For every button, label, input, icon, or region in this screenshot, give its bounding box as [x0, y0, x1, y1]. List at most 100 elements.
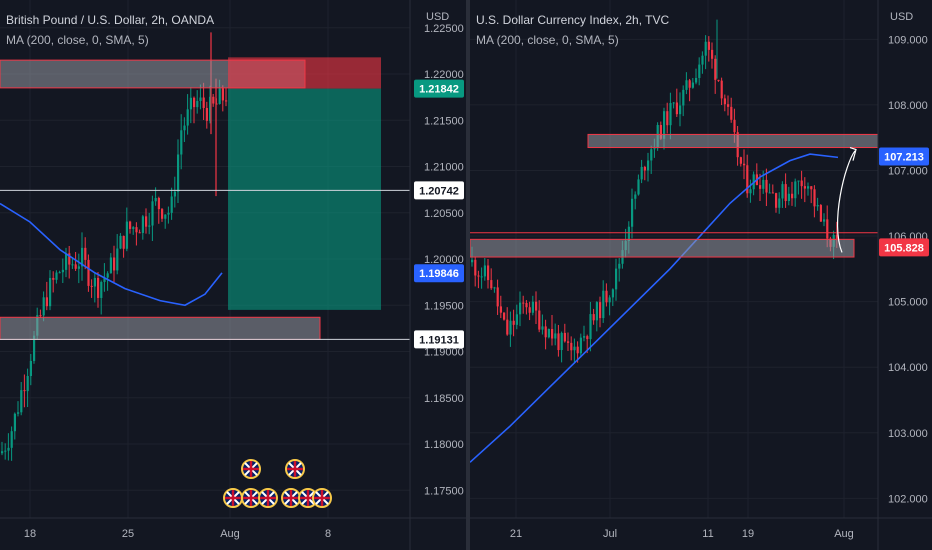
candle-body: [20, 390, 23, 413]
candle-body: [199, 97, 202, 101]
candle-body: [791, 193, 794, 199]
candle-body: [759, 185, 762, 189]
y-tick-label: 109.000: [888, 34, 928, 46]
candle-body: [813, 189, 816, 207]
candle-body: [768, 192, 771, 194]
candle-body: [589, 314, 592, 340]
x-tick-label: 19: [742, 528, 754, 540]
candle-body: [10, 431, 13, 448]
candle-body: [4, 450, 7, 452]
candle-body: [212, 96, 215, 104]
candle-body: [551, 328, 554, 339]
candle-body: [525, 303, 528, 308]
candle-body: [560, 332, 563, 351]
candle-body: [544, 326, 547, 338]
candle-body: [52, 277, 55, 280]
dxy-chart-svg[interactable]: USD109.000108.000107.000106.000105.00010…: [470, 0, 932, 550]
candle-body: [45, 297, 48, 307]
candle-body: [125, 221, 128, 249]
candle-body: [531, 301, 534, 313]
price-badge-label: 1.20742: [419, 185, 459, 197]
candle-body: [13, 413, 16, 432]
candle-body: [771, 192, 774, 194]
gbpusd-title[interactable]: British Pound / U.S. Dollar, 2h, OANDA: [6, 13, 215, 27]
take-profit-area: [228, 88, 381, 310]
candle-body: [68, 253, 71, 265]
candle-body: [627, 226, 630, 241]
candle-body: [113, 257, 116, 271]
candle-body: [17, 412, 20, 414]
gbpusd-legend: British Pound / U.S. Dollar, 2h, OANDA M…: [6, 10, 214, 50]
candle-body: [77, 266, 80, 269]
candle-body: [490, 280, 493, 289]
candle-body: [90, 285, 93, 287]
candle-body: [512, 320, 515, 325]
candle-body: [685, 80, 688, 90]
candle-body: [640, 166, 643, 180]
pane-divider[interactable]: [466, 0, 470, 550]
candle-body: [145, 216, 148, 227]
candle-body: [819, 205, 822, 222]
candle-body: [506, 319, 509, 335]
candle-body: [749, 189, 752, 194]
candle-body: [746, 165, 749, 194]
candle-body: [679, 105, 682, 115]
candle-body: [618, 263, 621, 269]
y-tick-label: 1.18000: [424, 439, 464, 451]
candle-body: [595, 302, 598, 321]
candle-body: [797, 180, 800, 182]
candle-body: [42, 297, 45, 316]
candle-body: [487, 265, 490, 281]
candle-body: [129, 221, 132, 229]
candle-body: [116, 248, 119, 271]
uk-flag-icon: [223, 488, 243, 508]
candle-body: [704, 41, 707, 56]
stop-loss-area: [228, 57, 381, 89]
candle-body: [573, 346, 576, 351]
candle-body: [599, 302, 602, 319]
candle-body: [723, 98, 726, 105]
x-tick-label: 18: [24, 528, 36, 540]
candle-body: [781, 184, 784, 199]
candle-body: [730, 106, 733, 120]
gbpusd-chart-pane[interactable]: USD 1.22500 1.22000 1.21500 1.21000 1.20500 1.…: [0, 0, 466, 550]
price-badge-label: 107.213: [884, 152, 924, 164]
dxy-chart-pane[interactable]: USD 109.000 108.000 107.000 106.000 105.000 10…: [470, 0, 932, 550]
x-tick-label: 8: [325, 528, 331, 540]
candle-body: [807, 186, 810, 189]
support-zone: [0, 316, 321, 340]
arrow-head: [849, 146, 857, 161]
candle-body: [65, 253, 68, 270]
candle-body: [800, 180, 803, 187]
gbpusd-ma-indicator[interactable]: MA (200, close, 0, SMA, 5): [6, 33, 149, 47]
candle-body: [154, 197, 157, 202]
candle-body: [161, 209, 164, 219]
candle-body: [122, 235, 125, 249]
candle-body: [576, 346, 579, 354]
candle-body: [727, 104, 730, 107]
candle-body: [93, 277, 96, 287]
dxy-ma-indicator[interactable]: MA (200, close, 0, SMA, 5): [476, 33, 619, 47]
uk-flag-icon: [241, 488, 261, 508]
price-badge: [414, 264, 464, 283]
candle-body: [103, 277, 106, 282]
candle-body: [164, 214, 167, 219]
candle-body: [493, 287, 496, 289]
candle-body: [100, 281, 103, 298]
candle-body: [810, 186, 813, 190]
y-tick-label: 102.000: [888, 493, 928, 505]
candle-body: [225, 100, 228, 102]
candle-body: [733, 119, 736, 133]
y-tick-label: 1.20500: [424, 208, 464, 220]
candle-body: [711, 49, 714, 59]
candle-body: [647, 160, 650, 171]
candle-body: [218, 88, 221, 104]
candle-body: [803, 186, 806, 189]
candle-body: [634, 194, 637, 199]
candle-body: [84, 247, 87, 260]
candle-body: [717, 79, 720, 81]
candle-body: [743, 163, 746, 166]
dxy-title[interactable]: U.S. Dollar Currency Index, 2h, TVC: [476, 13, 670, 27]
price-badge: [414, 330, 464, 349]
